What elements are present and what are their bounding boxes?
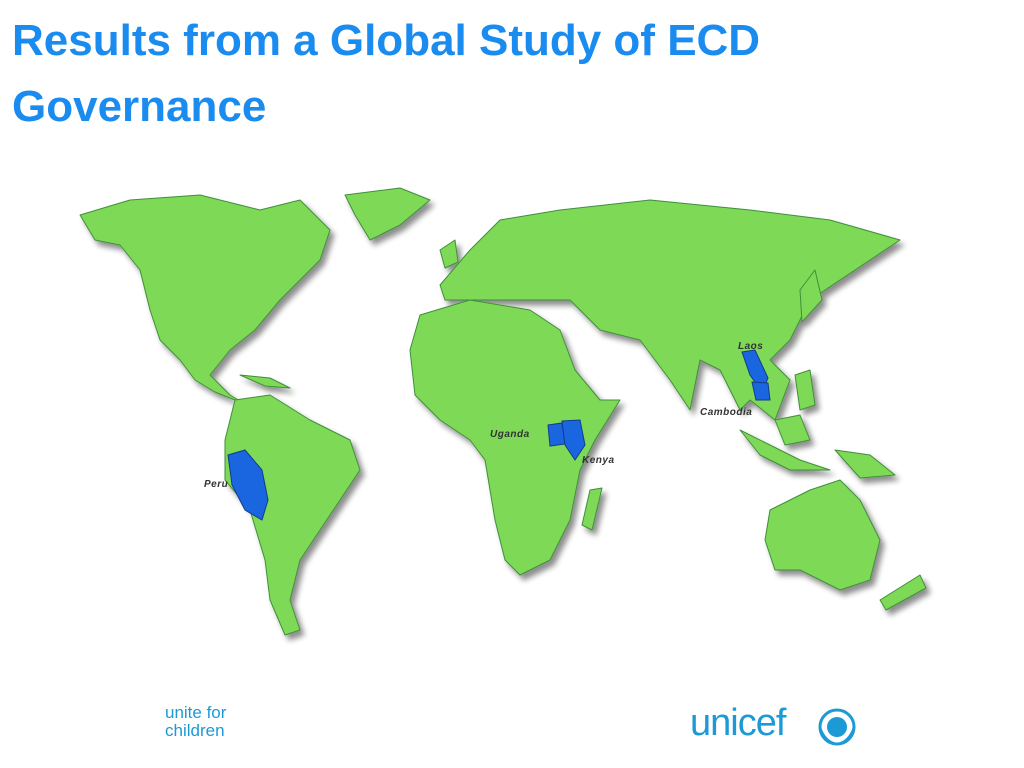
map-label: Uganda xyxy=(490,429,530,440)
borneo xyxy=(774,414,811,446)
logo-emblem xyxy=(818,708,856,746)
kenya xyxy=(561,419,586,461)
tagline: unite for children xyxy=(165,704,226,740)
map-label: Cambodia xyxy=(700,407,752,418)
japan xyxy=(799,269,823,323)
tagline-line: children xyxy=(165,721,225,740)
africa xyxy=(409,299,621,576)
philippines xyxy=(794,369,816,411)
uk xyxy=(439,239,459,269)
caribbean xyxy=(239,374,291,389)
logo-text: unicef xyxy=(690,702,786,744)
world-map: Laos Cambodia Uganda Kenya Peru xyxy=(79,187,927,636)
continents xyxy=(79,187,927,636)
new-guinea xyxy=(834,449,896,479)
south-america xyxy=(224,394,361,636)
map-label: Peru xyxy=(204,479,228,490)
australia xyxy=(764,479,881,591)
tagline-line: unite for xyxy=(165,703,227,722)
north-america xyxy=(79,194,331,411)
slide-title: Results from a Global Study of ECD Gover… xyxy=(12,16,761,131)
peru xyxy=(227,449,269,521)
cambodia xyxy=(751,381,771,401)
map-label: Kenya xyxy=(582,455,615,466)
new-zealand xyxy=(879,574,927,611)
greenland xyxy=(344,187,431,241)
map-label: Laos xyxy=(738,341,763,352)
madagascar xyxy=(581,487,603,531)
indonesia xyxy=(739,429,831,471)
